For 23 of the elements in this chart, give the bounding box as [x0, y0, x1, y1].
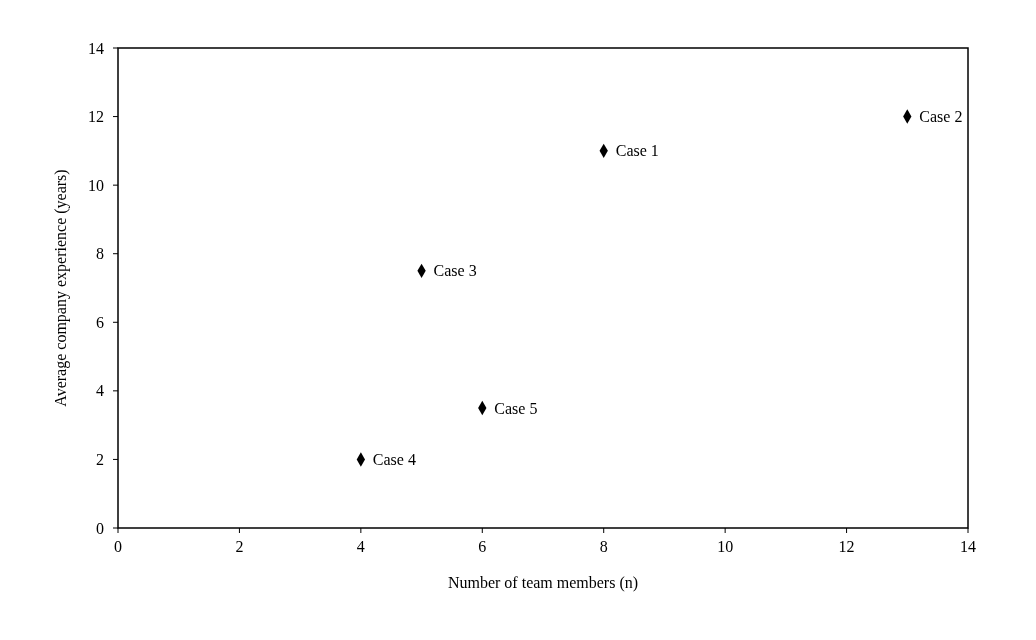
- x-tick-label: 4: [356, 538, 365, 555]
- x-tick-label: 0: [114, 538, 122, 555]
- x-tick-label: 14: [960, 538, 976, 555]
- annotation: Case 1: [615, 142, 659, 160]
- x-tick-label: 10: [717, 538, 734, 555]
- x-tick-label: 6: [478, 538, 487, 555]
- x-tick-label: 12: [838, 538, 855, 555]
- y-tick-label: 6: [96, 313, 104, 331]
- annotation: Case 4: [372, 451, 416, 469]
- x-tick-label: 2: [235, 538, 244, 555]
- x-axis-title: Number of team members (n): [447, 574, 639, 592]
- x-tick-label: 8: [599, 538, 608, 555]
- annotation: Case 2: [919, 108, 963, 126]
- y-tick-label: 4: [96, 382, 104, 400]
- y-tick-label: 0: [96, 519, 104, 537]
- y-tick-label: 2: [96, 451, 104, 469]
- y-tick-label: 12: [88, 108, 104, 126]
- y-tick-label: 8: [96, 245, 104, 263]
- annotation: Case 5: [494, 399, 538, 417]
- y-tick-label: 10: [88, 176, 104, 194]
- y-axis-title: Average company experience (years): [52, 169, 70, 407]
- y-tick-label: 14: [88, 39, 104, 57]
- annotation: Case 3: [433, 262, 477, 280]
